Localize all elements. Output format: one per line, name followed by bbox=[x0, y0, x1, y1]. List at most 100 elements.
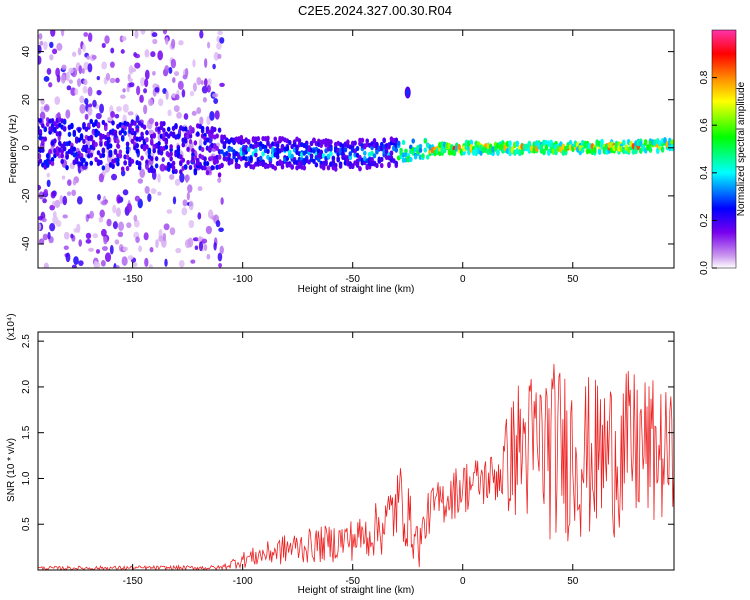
spectrogram-cell bbox=[47, 231, 51, 240]
spectrogram-cell bbox=[77, 78, 82, 87]
spectrogram-cell bbox=[45, 162, 50, 168]
spectrogram-cell bbox=[43, 188, 48, 195]
spectrogram-cell bbox=[130, 158, 135, 164]
spectrogram-cell bbox=[157, 50, 164, 61]
spectrogram-cell bbox=[144, 257, 149, 267]
spectrogram-cell bbox=[389, 150, 394, 156]
spectrogram-cell bbox=[199, 30, 204, 39]
spectrogram-cell bbox=[103, 125, 108, 132]
colorbar-gradient bbox=[711, 29, 737, 269]
spectrogram-cell bbox=[86, 55, 91, 60]
spectrogram-cell bbox=[194, 245, 199, 251]
spectrogram-cell bbox=[104, 162, 111, 173]
spectrogram-cell bbox=[268, 156, 273, 162]
spectrogram-cell bbox=[178, 40, 184, 46]
spectrogram-cell bbox=[63, 245, 69, 251]
spectrogram-cell bbox=[38, 118, 43, 124]
spectrogram-cell bbox=[176, 146, 181, 153]
spectrogram-cell bbox=[101, 200, 108, 206]
spectrogram-cell bbox=[57, 130, 62, 137]
x-tick-label: 50 bbox=[567, 274, 579, 285]
spectrogram-cell bbox=[72, 129, 77, 135]
spectrogram-cell bbox=[54, 96, 61, 105]
spectrogram-cell bbox=[200, 146, 205, 153]
spectrogram-cell bbox=[62, 214, 68, 219]
spectrogram-cell bbox=[144, 69, 150, 80]
spectrogram-cell bbox=[217, 252, 223, 262]
spectrogram-cell bbox=[222, 134, 227, 140]
spectrogram-cell bbox=[89, 118, 94, 124]
spectrogram-cell bbox=[329, 150, 333, 157]
spectrogram-cell bbox=[54, 199, 61, 208]
x-tick-label: 50 bbox=[567, 576, 579, 587]
spectrogram-cell bbox=[396, 140, 401, 146]
spectrogram-cell bbox=[42, 233, 48, 241]
spectrogram-cell bbox=[358, 166, 362, 172]
spectrogram-cell bbox=[96, 150, 101, 156]
spectrogram-cell bbox=[111, 163, 115, 170]
spectrogram-cell bbox=[227, 152, 232, 158]
spectrogram-cell bbox=[411, 138, 416, 144]
spectrogram-cell bbox=[423, 138, 428, 144]
spectrogram-cell bbox=[266, 139, 270, 146]
spectrogram-cell bbox=[266, 148, 270, 154]
spectrogram-cell bbox=[128, 123, 132, 129]
spectrogram-cell bbox=[122, 246, 128, 252]
spectrogram-cell bbox=[110, 47, 115, 54]
spectrogram-cell bbox=[215, 133, 219, 139]
spectrogram-cell bbox=[89, 152, 94, 158]
spectrogram-cell bbox=[200, 80, 204, 86]
spectrogram-cell bbox=[317, 157, 321, 163]
spectrogram-cell bbox=[142, 124, 147, 130]
spectrogram-cell bbox=[191, 110, 197, 116]
spectrogram-cell bbox=[496, 149, 500, 156]
x-tick-label: -100 bbox=[233, 274, 253, 285]
spectrogram-cell bbox=[140, 30, 146, 35]
spectrogram-cell bbox=[202, 97, 207, 103]
spectrogram-cell bbox=[70, 233, 74, 239]
spectrogram-cell bbox=[213, 51, 220, 61]
spectrogram-cell bbox=[197, 186, 203, 192]
spectrogram-cell bbox=[157, 191, 162, 196]
spectrogram-cell bbox=[360, 137, 365, 143]
spectrogram-cell bbox=[220, 149, 224, 155]
spectrogram-cell bbox=[154, 121, 159, 127]
spectrogram-cell bbox=[275, 142, 280, 149]
spectrogram-cell bbox=[186, 146, 190, 152]
spectrogram-cell bbox=[111, 173, 118, 181]
spectrogram-cell bbox=[254, 147, 258, 154]
spectrogram-cell bbox=[157, 140, 161, 147]
spectrogram-cell bbox=[98, 216, 104, 223]
spectrogram-cell bbox=[145, 130, 149, 136]
spectrogram-cell bbox=[185, 67, 189, 78]
spectrogram-cell bbox=[98, 173, 104, 183]
spectrogram-cell bbox=[164, 139, 169, 145]
spectrogram-cell bbox=[670, 139, 674, 146]
spectrogram-cell bbox=[258, 141, 263, 147]
spectrogram-cell bbox=[151, 170, 157, 180]
spectrogram-cell bbox=[205, 225, 212, 235]
spectrogram-cell bbox=[154, 163, 159, 169]
spectrogram-cell bbox=[65, 252, 71, 263]
spectrogram-cell bbox=[157, 173, 161, 183]
spectrogram-cell bbox=[48, 149, 52, 155]
colorbar-tick-label: 0.6 bbox=[699, 118, 710, 132]
spectrogram-cell bbox=[65, 71, 70, 82]
spectrogram-cell bbox=[89, 210, 95, 219]
spectrogram-cell bbox=[127, 78, 134, 83]
spectrogram-cell bbox=[57, 140, 62, 146]
spectrogram-cell bbox=[106, 138, 111, 145]
spectrogram-cell bbox=[219, 37, 225, 44]
spectrogram-cell bbox=[179, 161, 183, 167]
spectrogram-cell bbox=[116, 143, 120, 149]
spectrogram-cell bbox=[261, 151, 265, 157]
spectrogram-cell bbox=[123, 160, 127, 166]
spectrogram-cell bbox=[92, 233, 99, 239]
spectrogram-cell bbox=[87, 32, 93, 42]
spectrogram-cell bbox=[218, 263, 223, 268]
spectrogram-cell bbox=[145, 164, 149, 170]
spectrogram-cell bbox=[99, 141, 103, 147]
spectrogram-cell bbox=[206, 84, 211, 93]
spectrogram-cell bbox=[38, 184, 42, 191]
spectrogram-cell bbox=[140, 131, 144, 137]
